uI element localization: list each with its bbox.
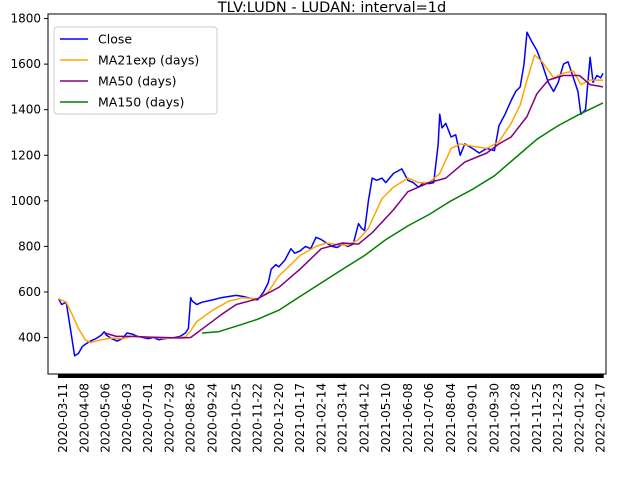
- x-tick-label: 2020-04-08: [77, 383, 91, 453]
- y-axis: 400 600 800 1000 1200 1400 1600 1800: [10, 12, 48, 345]
- x-tick-label: 2021-01-17: [293, 383, 307, 453]
- legend-label: MA21exp (days): [98, 53, 199, 68]
- legend-label: MA50 (days): [98, 74, 176, 89]
- series-line-close: [57, 31, 604, 357]
- series-lines: [57, 31, 604, 357]
- x-tick-label: 2021-11-25: [530, 383, 544, 453]
- x-tick-label: 2020-12-20: [272, 383, 286, 453]
- x-tick-label: 2022-01-20: [572, 383, 586, 453]
- x-tick-label: 2021-09-30: [487, 383, 501, 453]
- series-line-ma50-days: [104, 74, 604, 339]
- x-tick-label: 2021-07-06: [422, 383, 436, 453]
- x-tick-label: 2020-07-01: [141, 383, 155, 453]
- series-line-ma150-days: [202, 102, 604, 334]
- x-tick-label: 2021-08-04: [444, 383, 458, 453]
- legend: Close MA21exp (days) MA50 (days) MA150 (day…: [53, 26, 218, 115]
- y-tick-label: 1000: [10, 194, 41, 208]
- x-tick-label: 2021-09-01: [465, 383, 479, 453]
- x-tick-label: 2020-07-29: [162, 383, 176, 453]
- x-tick-label: 2021-04-12: [358, 383, 372, 453]
- x-tick-label: 2021-03-14: [336, 383, 350, 453]
- legend-label: Close: [98, 32, 132, 47]
- x-tick-label: 2021-02-14: [314, 383, 328, 453]
- y-tick-label: 800: [18, 239, 41, 253]
- x-tick-label: 2020-08-26: [184, 383, 198, 453]
- x-tick-label: 2020-06-03: [120, 383, 134, 453]
- legend-box: [53, 26, 218, 115]
- y-tick-label: 1800: [10, 12, 41, 26]
- x-tick-label: 2020-03-11: [56, 383, 70, 453]
- plot-frame: [47, 13, 607, 375]
- x-tick-label: 2020-11-22: [251, 383, 265, 453]
- y-tick-label: 400: [18, 331, 41, 345]
- x-tick-marks: [57, 374, 604, 378]
- chart-title: TLV:LUDN - LUDAN: interval=1d: [217, 0, 446, 16]
- y-tick-label: 600: [18, 285, 41, 299]
- y-tick-label: 1400: [10, 103, 41, 117]
- x-axis: 2020-03-11 2020-04-08 2020-05-06 2020-06-03…: [56, 374, 608, 453]
- x-tick-label: 2020-09-24: [206, 383, 220, 453]
- x-tick-label: 2021-10-28: [509, 383, 523, 453]
- x-tick-label: 2022-02-17: [594, 383, 608, 453]
- x-tick-label: 2021-06-08: [401, 383, 415, 453]
- x-tick-label: 2021-05-10: [379, 383, 393, 453]
- x-tick-label: 2020-05-06: [99, 383, 113, 453]
- x-tick-label: 2020-10-25: [229, 383, 243, 453]
- x-tick-label: 2021-12-23: [551, 383, 565, 453]
- y-tick-label: 1600: [10, 57, 41, 71]
- legend-label: MA150 (days): [98, 95, 184, 110]
- y-tick-label: 1200: [10, 148, 41, 162]
